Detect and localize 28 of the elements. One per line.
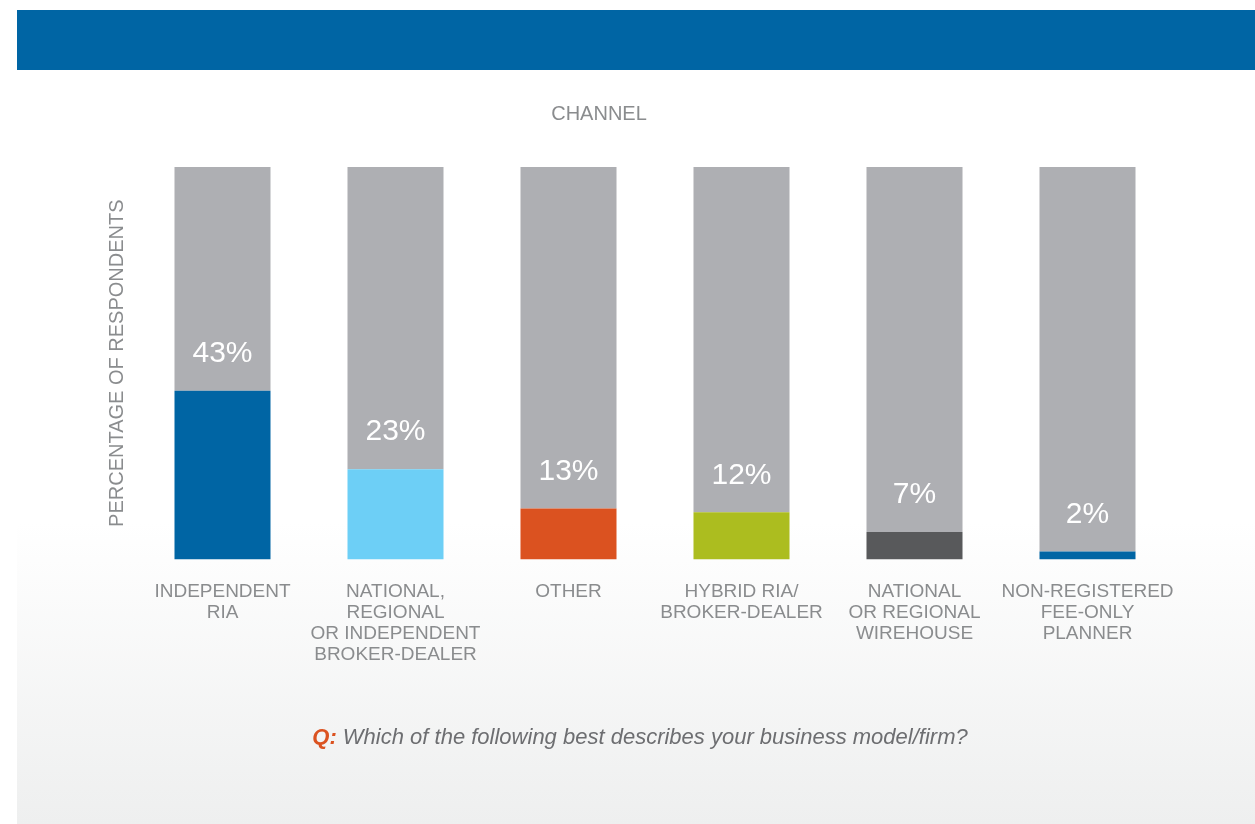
bar — [866, 167, 963, 532]
data-label: 13% — [538, 452, 599, 486]
data-label: 23% — [365, 413, 426, 447]
text: Q: — [312, 724, 343, 750]
x-tick-label: NATIONAL, REGIONAL OR INDEPENDENT BROKER-DEALER — [310, 580, 481, 664]
x-tick-label: NON-REGISTERED FEE-ONLY PLANNER — [1001, 580, 1174, 643]
bar — [866, 531, 963, 560]
bar — [174, 390, 271, 560]
data-label: 2% — [1065, 495, 1110, 529]
bar — [1039, 167, 1136, 552]
chart-title: CHANNEL — [551, 101, 647, 124]
data-label: 43% — [192, 334, 253, 368]
bar — [347, 469, 444, 560]
bar — [1039, 551, 1136, 560]
x-tick-label: INDEPENDENT RIA — [154, 580, 291, 622]
bar — [174, 167, 271, 391]
x-tick-label: HYBRID RIA/ BROKER-DEALER — [660, 580, 823, 622]
x-tick-label: NATIONAL OR REGIONAL WIREHOUSE — [848, 580, 981, 643]
bar — [520, 508, 617, 560]
text: Which of the following best describes your business model/firm? — [342, 724, 969, 750]
bar — [520, 167, 617, 509]
bar — [693, 512, 790, 560]
x-tick-label: OTHER — [535, 580, 602, 602]
data-label: 7% — [892, 476, 937, 510]
bar — [693, 167, 790, 513]
data-label: 12% — [711, 456, 772, 490]
y-axis-title: PERCENTAGE OF RESPONDENTS — [104, 199, 127, 527]
bar — [347, 167, 444, 470]
